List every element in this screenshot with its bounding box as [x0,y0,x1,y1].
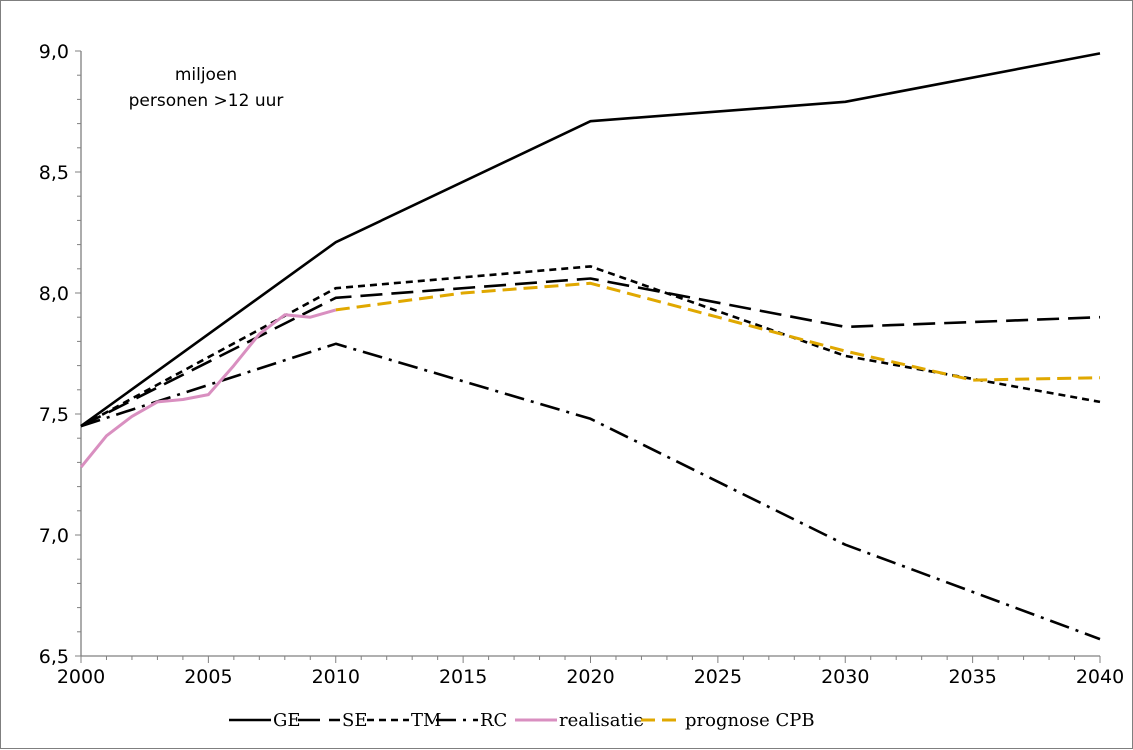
tick-labels: 2000 2005 2010 2015 2020 2025 2030 2035 2040 6,5 7… [39,41,1124,688]
y-tick-label: 7,0 [39,525,69,547]
y-tick-label: 9,0 [39,41,69,63]
legend: GE SE TM RC realisatie prognose CPB [229,710,815,731]
legend-label: RC [480,710,507,731]
series-line-tm [80,265,1101,428]
series-lines [79,52,1101,641]
y-tick-label: 8,0 [39,283,69,305]
series-line-rc [80,342,1101,641]
series-line-realisatie [79,308,337,469]
x-tick-label: 2005 [184,666,232,688]
y-tick-label: 7,5 [39,404,69,426]
legend-label: GE [273,710,301,731]
series-line-se [80,277,1101,428]
x-tick-label: 2000 [57,666,105,688]
x-tick-label: 2035 [948,666,996,688]
x-tick-label: 2025 [694,666,742,688]
unit-label-line-2: personen >12 uur [129,91,284,111]
legend-label: prognose CPB [685,710,815,731]
x-tick-label: 2030 [821,666,869,688]
x-tick-label: 2020 [566,666,614,688]
series-line-ge [80,52,1101,428]
x-tick-label: 2040 [1076,666,1124,688]
series-line-prognose-cpb [335,281,1101,382]
legend-label: SE [342,710,367,731]
x-tick-label: 2010 [312,666,360,688]
unit-label-line-1: miljoen [175,65,237,85]
y-tick-label: 6,5 [39,646,69,668]
y-tick-label: 8,5 [39,162,69,184]
x-tick-label: 2015 [439,666,487,688]
legend-label: realisatie [559,710,644,731]
axes [75,50,1101,663]
legend-label: TM [411,710,441,731]
